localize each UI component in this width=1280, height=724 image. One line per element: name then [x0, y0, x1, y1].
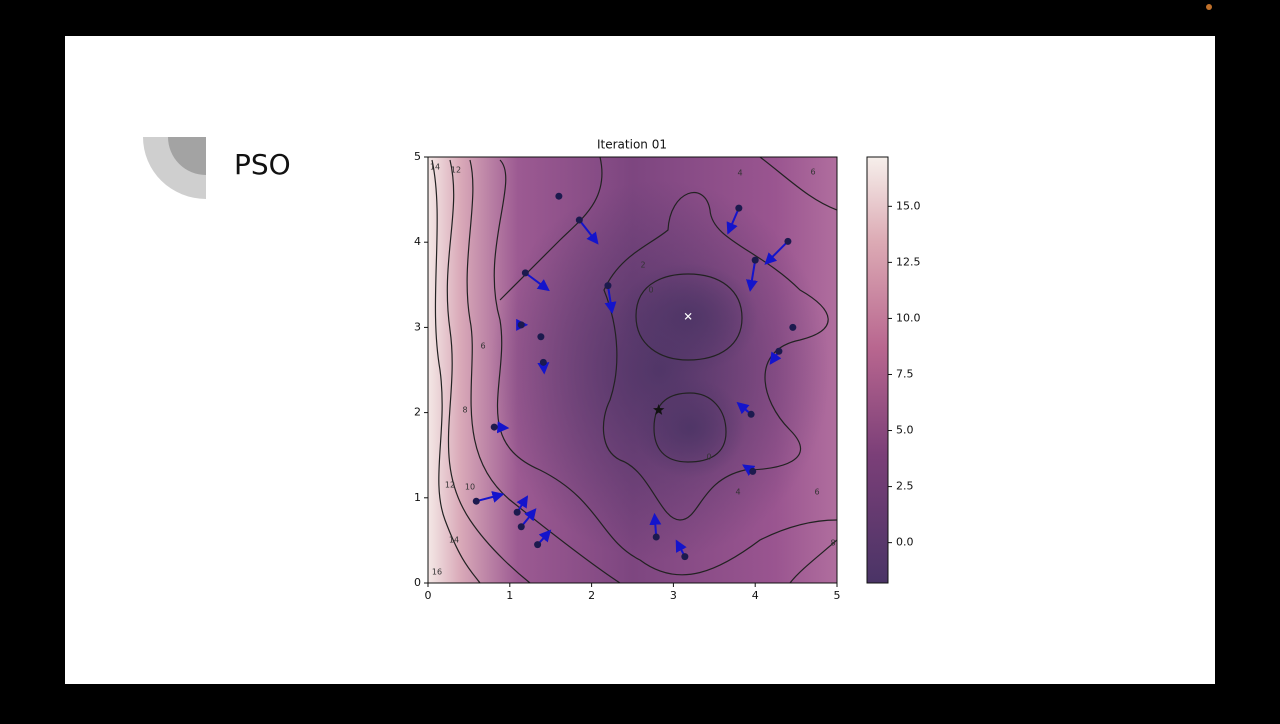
- velocity-arrow: [578, 219, 599, 245]
- y-tick-label: 0: [414, 576, 421, 589]
- best-position: [653, 404, 665, 415]
- velocity-arrow: [476, 491, 505, 503]
- colorbar-tick-label: 5.0: [896, 424, 914, 437]
- contour-label: 10: [465, 483, 475, 492]
- contour-label: 0: [648, 286, 653, 295]
- contour-label: 8: [830, 539, 835, 548]
- status-dot: [1206, 4, 1212, 10]
- particle: [472, 497, 480, 505]
- particle: [652, 533, 660, 541]
- colorbar-tick-label: 7.5: [896, 367, 914, 380]
- y-tick-label: 5: [414, 150, 421, 163]
- contour-label: 8: [462, 406, 467, 415]
- velocity-arrow: [524, 272, 550, 292]
- logo: [143, 137, 206, 199]
- particle: [751, 256, 759, 264]
- particle: [789, 323, 797, 331]
- y-tick-label: 2: [414, 406, 421, 419]
- particle: [517, 321, 525, 329]
- contour-label: 12: [445, 481, 455, 490]
- contour-label: 0: [706, 453, 711, 462]
- colorbar: [866, 156, 889, 584]
- particle: [775, 347, 783, 355]
- velocity-arrow: [649, 512, 662, 538]
- colorbar-tick-label: 0.0: [896, 536, 914, 549]
- particle: [749, 467, 757, 475]
- particle: [575, 216, 583, 224]
- particle: [517, 523, 525, 531]
- particle: [604, 282, 612, 290]
- velocity-arrow: [604, 285, 617, 315]
- particle: [513, 508, 521, 516]
- plot-frame: [427, 156, 838, 584]
- contour-label: 2: [640, 261, 645, 270]
- x-tick-label: 1: [506, 589, 513, 602]
- y-tick-label: 1: [414, 491, 421, 504]
- x-tick-label: 2: [588, 589, 595, 602]
- contour-label: 4: [735, 488, 740, 497]
- colorbar-tick-label: 15.0: [896, 199, 921, 212]
- particle: [555, 192, 563, 200]
- colorbar-tick-label: 10.0: [896, 311, 921, 324]
- chart-title: Iteration 01: [597, 138, 667, 152]
- optimum-marker: [684, 312, 692, 320]
- y-tick-label: 4: [414, 235, 421, 248]
- x-tick-label: 3: [670, 589, 677, 602]
- colorbar-tick-label: 2.5: [896, 480, 914, 493]
- contour-label: 12: [451, 166, 461, 175]
- contour-label: 6: [810, 168, 815, 177]
- particle: [490, 423, 498, 431]
- velocity-arrow: [764, 240, 789, 265]
- contour-label: 14: [430, 163, 440, 172]
- contour-label: 6: [480, 342, 485, 351]
- particle: [747, 410, 755, 418]
- velocity-arrow: [520, 508, 537, 528]
- contour-label: 14: [449, 536, 459, 545]
- contour-label: 6: [814, 488, 819, 497]
- particle: [537, 333, 545, 341]
- x-tick-label: 5: [834, 589, 841, 602]
- velocity-arrow: [745, 259, 758, 292]
- particle: [534, 541, 542, 549]
- velocity-arrow: [726, 207, 740, 235]
- contour-label: 4: [737, 169, 742, 178]
- colorbar-tick-label: 12.5: [896, 255, 921, 268]
- particle: [735, 204, 743, 212]
- contour-field: [428, 157, 837, 583]
- particle: [521, 269, 529, 277]
- y-tick-label: 3: [414, 320, 421, 333]
- particle: [784, 237, 792, 245]
- contour-label: 16: [432, 568, 442, 577]
- slide-title: PSO: [234, 148, 291, 181]
- particle: [539, 358, 547, 366]
- x-tick-label: 4: [752, 589, 759, 602]
- x-tick-label: 0: [425, 589, 432, 602]
- particle: [681, 553, 689, 561]
